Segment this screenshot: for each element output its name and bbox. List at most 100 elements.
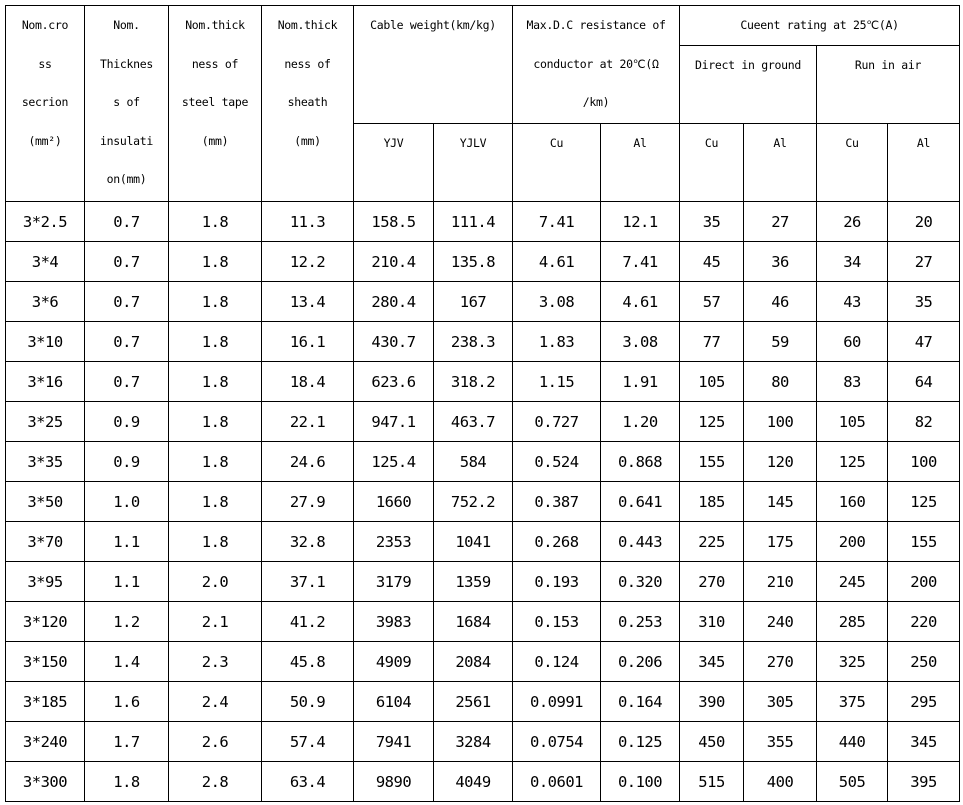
table-cell: 200 — [887, 561, 961, 602]
table-cell: 245 — [816, 561, 889, 602]
table-row: 3*2.5 0.7 1.8 11.3 158.5 111.4 7.41 12.1 35 27 26 2… — [5, 201, 961, 242]
table-cell: 43 — [816, 281, 889, 322]
table-cell: 210 — [743, 561, 818, 602]
table-cell: 325 — [816, 641, 889, 682]
table-cell: 105 — [816, 401, 889, 442]
table-body: 3*2.5 0.7 1.8 11.3 158.5 111.4 7.41 12.1 35 27 26 2… — [5, 201, 961, 802]
table-row: 3*25 0.9 1.8 22.1 947.1 463.7 0.727 1.20 125 100 1… — [5, 401, 961, 442]
table-cell: 2.0 — [168, 561, 262, 602]
table-cell: 3.08 — [600, 321, 681, 362]
table-cell: 175 — [743, 521, 818, 562]
table-cell: 37.1 — [261, 561, 354, 602]
table-cell: 345 — [679, 641, 745, 682]
table-cell: 4.61 — [600, 281, 681, 322]
header-yjv: YJV — [353, 123, 434, 202]
table-cell: 1.8 — [168, 401, 262, 442]
table-row: 3*6 0.7 1.8 13.4 280.4 167 3.08 4.61 57 46 43 35 — [5, 281, 961, 322]
table-cell: 2.4 — [168, 681, 262, 722]
table-cell: 3179 — [353, 561, 434, 602]
table-cell: 27 — [887, 241, 961, 282]
table-cell: 1.83 — [512, 321, 602, 362]
table-cell: 105 — [679, 361, 745, 402]
table-cell: 0.387 — [512, 481, 602, 522]
table-cell: 1041 — [432, 521, 514, 562]
table-cell: 1.1 — [84, 561, 169, 602]
table-cell: 238.3 — [432, 321, 514, 362]
table-cell: 1660 — [353, 481, 434, 522]
table-cell: 2561 — [432, 681, 514, 722]
table-cell: 24.6 — [261, 441, 354, 482]
table-cell: 2.1 — [168, 601, 262, 642]
table-cell: 155 — [679, 441, 745, 482]
table-row: 3*150 1.4 2.3 45.8 4909 2084 0.124 0.206 345 270 3… — [5, 641, 961, 682]
table-cell: 2.3 — [168, 641, 262, 682]
table-cell: 20 — [887, 201, 961, 242]
table-cell: 125 — [679, 401, 745, 442]
table-cell: 450 — [679, 721, 745, 762]
header-nom-cross-section: Nom.cro ss secrion (mm²) — [5, 5, 85, 202]
header-air-al: Al — [887, 123, 961, 202]
table-cell: 270 — [679, 561, 745, 602]
table-cell: 270 — [743, 641, 818, 682]
table-row: 3*35 0.9 1.8 24.6 125.4 584 0.524 0.868 155 120 12… — [5, 441, 961, 482]
table-cell: 35 — [887, 281, 961, 322]
table-cell: 46 — [743, 281, 818, 322]
table-cell: 27.9 — [261, 481, 354, 522]
table-cell: 200 — [816, 521, 889, 562]
table-cell: 1.4 — [84, 641, 169, 682]
table-cell: 57.4 — [261, 721, 354, 762]
table-row: 3*240 1.7 2.6 57.4 7941 3284 0.0754 0.125 450 355… — [5, 721, 961, 762]
header-run-in-air: Run in air — [816, 45, 961, 124]
table-cell: 3*10 — [5, 321, 85, 362]
table-row: 3*120 1.2 2.1 41.2 3983 1684 0.153 0.253 310 240 2… — [5, 601, 961, 642]
table-cell: 7.41 — [600, 241, 681, 282]
table-cell: 3983 — [353, 601, 434, 642]
header-nom-steel-tape: Nom.thick ness of steel tape (mm) — [168, 5, 262, 202]
table-cell: 3*4 — [5, 241, 85, 282]
table-cell: 47 — [887, 321, 961, 362]
cable-spec-table: Nom.cro ss secrion (mm²) Nom. Thicknes s… — [5, 5, 961, 802]
table-cell: 390 — [679, 681, 745, 722]
table-cell: 57 — [679, 281, 745, 322]
table-cell: 7941 — [353, 721, 434, 762]
table-cell: 0.7 — [84, 241, 169, 282]
table-cell: 26 — [816, 201, 889, 242]
table-row: 3*50 1.0 1.8 27.9 1660 752.2 0.387 0.641 185 145 1… — [5, 481, 961, 522]
table-cell: 0.164 — [600, 681, 681, 722]
table-cell: 1.6 — [84, 681, 169, 722]
table-cell: 2084 — [432, 641, 514, 682]
header-resistance-cu: Cu — [512, 123, 602, 202]
table-row: 3*300 1.8 2.8 63.4 9890 4049 0.0601 0.100 515 400… — [5, 761, 961, 802]
table-cell: 125.4 — [353, 441, 434, 482]
header-ground-al: Al — [743, 123, 818, 202]
table-cell: 13.4 — [261, 281, 354, 322]
table-cell: 100 — [887, 441, 961, 482]
table-cell: 295 — [887, 681, 961, 722]
table-cell: 27 — [743, 201, 818, 242]
table-cell: 1.8 — [168, 241, 262, 282]
table-cell: 0.7 — [84, 281, 169, 322]
table-cell: 80 — [743, 361, 818, 402]
table-cell: 2.8 — [168, 761, 262, 802]
table-cell: 63.4 — [261, 761, 354, 802]
table-cell: 60 — [816, 321, 889, 362]
table-cell: 16.1 — [261, 321, 354, 362]
table-cell: 345 — [887, 721, 961, 762]
table-cell: 64 — [887, 361, 961, 402]
table-cell: 0.153 — [512, 601, 602, 642]
table-cell: 2.6 — [168, 721, 262, 762]
table-row: 3*4 0.7 1.8 12.2 210.4 135.8 4.61 7.41 45 36 34 27 — [5, 241, 961, 282]
table-cell: 0.206 — [600, 641, 681, 682]
table-cell: 225 — [679, 521, 745, 562]
table-cell: 2353 — [353, 521, 434, 562]
table-cell: 3*6 — [5, 281, 85, 322]
table-cell: 160 — [816, 481, 889, 522]
table-row: 3*185 1.6 2.4 50.9 6104 2561 0.0991 0.164 390 305… — [5, 681, 961, 722]
table-cell: 35 — [679, 201, 745, 242]
table-cell: 440 — [816, 721, 889, 762]
table-cell: 155 — [887, 521, 961, 562]
table-cell: 1.1 — [84, 521, 169, 562]
table-cell: 3*120 — [5, 601, 85, 642]
table-cell: 1.0 — [84, 481, 169, 522]
table-cell: 1.20 — [600, 401, 681, 442]
